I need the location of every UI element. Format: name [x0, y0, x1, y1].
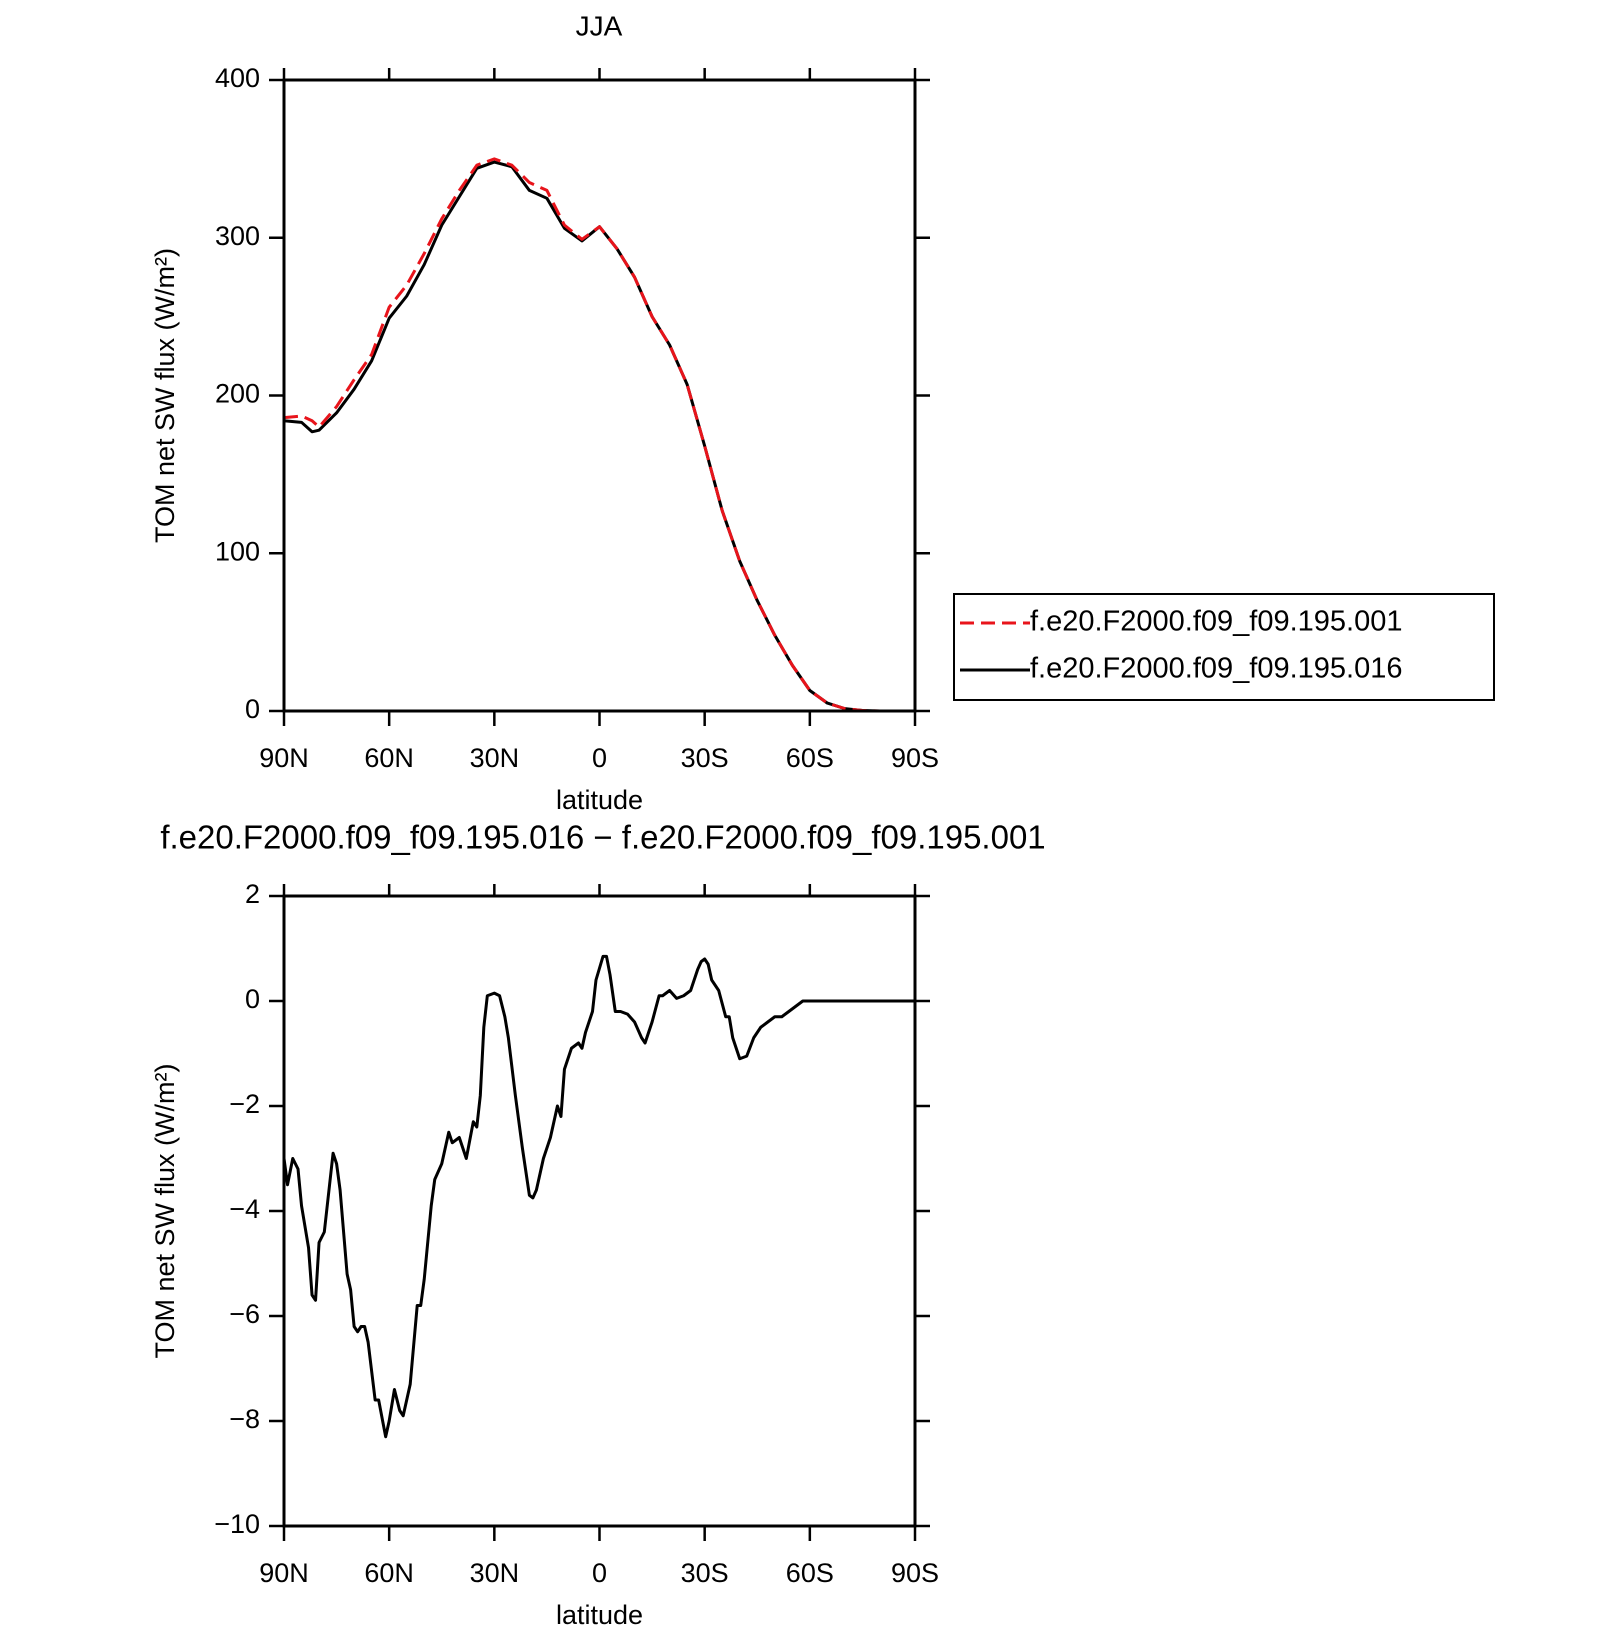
plot-frame: [282, 78, 917, 713]
y-axis-label: TOM net SW flux (W/m²): [150, 1064, 180, 1359]
x-tick-label: 60N: [364, 1558, 414, 1588]
y-tick-label: 200: [215, 379, 260, 409]
data-line: [283, 157, 915, 713]
x-tick-label: 30S: [681, 743, 729, 773]
y-tick-label: 0: [245, 694, 260, 724]
x-tick-label: 90S: [891, 743, 939, 773]
y-tick-label: 400: [215, 63, 260, 93]
data-line: [283, 160, 915, 713]
legend-label: f.e20.F2000.f09_f09.195.016: [1030, 653, 1402, 685]
x-tick-label: 60N: [364, 743, 414, 773]
y-tick-label: 300: [215, 221, 260, 251]
y-axis-label: TOM net SW flux (W/m²): [150, 248, 180, 543]
data-line: [282, 954, 915, 1439]
y-tick-label: 0: [245, 984, 260, 1014]
legend-label: f.e20.F2000.f09_f09.195.001: [1030, 606, 1402, 638]
legend-box: [953, 593, 1495, 701]
y-tick-label: −10: [214, 1509, 260, 1539]
chart-title: JJA: [576, 10, 623, 41]
y-tick-label: 100: [215, 536, 260, 566]
y-tick-label: −6: [229, 1299, 260, 1329]
x-tick-label: 60S: [786, 743, 834, 773]
x-tick-label: 30S: [681, 1558, 729, 1588]
y-tick-label: 2: [245, 879, 260, 909]
x-tick-label: 30N: [470, 1558, 520, 1588]
x-tick-label: 0: [592, 743, 607, 773]
y-tick-label: −4: [229, 1194, 260, 1224]
x-tick-label: 90N: [259, 1558, 309, 1588]
chart-title: f.e20.F2000.f09_f09.195.016 − f.e20.F200…: [160, 819, 1045, 856]
x-tick-label: 0: [592, 1558, 607, 1588]
plot-frame: [282, 894, 917, 1528]
x-axis-label: latitude: [556, 1600, 643, 1630]
x-tick-label: 90N: [259, 743, 309, 773]
y-tick-label: −2: [229, 1089, 260, 1119]
y-tick-label: −8: [229, 1404, 260, 1434]
x-tick-label: 60S: [786, 1558, 834, 1588]
x-axis-label: latitude: [556, 785, 643, 815]
x-tick-label: 30N: [470, 743, 520, 773]
x-tick-label: 90S: [891, 1558, 939, 1588]
